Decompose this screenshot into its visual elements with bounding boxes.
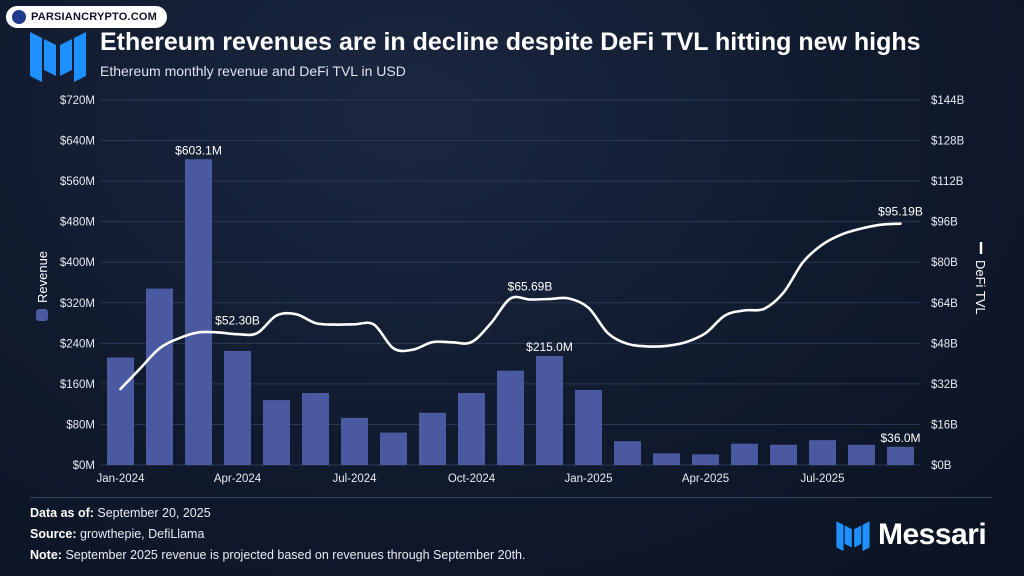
revenue-bar: [107, 357, 134, 465]
revenue-bar: [770, 444, 797, 465]
tvl-data-label: $65.69B: [508, 279, 553, 293]
watermark-badge: PARSIANCRYPTO.COM: [6, 6, 168, 28]
left-tick-label: $560M: [60, 176, 95, 188]
revenue-bar: [575, 389, 602, 465]
right-axis-legend: DeFi TVL: [973, 242, 988, 315]
revenue-bar: [887, 446, 914, 465]
left-tick-label: $400M: [60, 257, 95, 269]
right-tick-label: $64B: [931, 298, 958, 310]
x-tick-label: Jul-2024: [332, 473, 377, 485]
revenue-bar: [653, 453, 680, 465]
right-tick-label: $144B: [931, 95, 965, 107]
right-axis-label: DeFi TVL: [973, 260, 988, 315]
right-tick-label: $112B: [931, 176, 964, 188]
revenue-bar: [458, 393, 485, 465]
chart-title: Ethereum revenues are in decline despite…: [100, 28, 921, 56]
revenue-bar: [302, 393, 329, 465]
messari-mark-icon: [836, 521, 870, 551]
chart-subtitle: Ethereum monthly revenue and DeFi TVL in…: [100, 63, 406, 79]
right-tick-label: $128B: [931, 136, 965, 148]
revenue-bar: [419, 412, 446, 465]
revenue-data-label: $36.0M: [880, 431, 920, 445]
revenue-bar: [848, 444, 875, 465]
brand-name: Messari: [878, 518, 987, 551]
revenue-data-label: $215.0M: [526, 340, 573, 354]
revenue-bar: [185, 159, 212, 465]
messari-logo-icon: [30, 32, 86, 82]
right-tick-label: $16B: [931, 419, 958, 431]
footer-source: Source: growthepie, DefiLlama: [30, 527, 205, 541]
revenue-legend-swatch: [36, 309, 48, 321]
revenue-data-label: $603.1M: [175, 143, 222, 157]
x-tick-label: Jul-2025: [800, 473, 844, 485]
revenue-bar: [146, 288, 173, 465]
left-tick-label: $0M: [73, 460, 95, 472]
chart: $0M $80M $160M $240M $320M $400M $480M $560M $64…: [35, 95, 988, 485]
footer-divider: [30, 497, 992, 498]
revenue-bar: [380, 432, 407, 465]
left-tick-label: $80M: [66, 419, 95, 431]
left-tick-label: $160M: [60, 379, 95, 391]
right-tick-label: $48B: [931, 338, 958, 350]
watermark-text: PARSIANCRYPTO.COM: [31, 11, 158, 23]
revenue-bar: [536, 356, 563, 465]
x-tick-label: Jan-2025: [565, 473, 613, 485]
revenue-bar: [731, 443, 758, 465]
watermark-icon: [12, 10, 26, 24]
left-tick-label: $320M: [60, 298, 95, 310]
revenue-bar: [692, 454, 719, 465]
tvl-data-label: $95.19B: [878, 205, 923, 219]
revenue-bar: [497, 370, 524, 465]
left-tick-label: $640M: [60, 136, 95, 148]
right-tick-label: $96B: [931, 217, 958, 229]
revenue-bar: [263, 400, 290, 465]
revenue-bar: [809, 440, 836, 465]
right-tick-label: $32B: [931, 379, 958, 391]
left-axis-legend: Revenue: [35, 251, 50, 321]
revenue-bar: [224, 350, 251, 465]
footer-data-as-of: Data as of: September 20, 2025: [30, 506, 211, 520]
left-tick-label: $240M: [60, 338, 95, 350]
right-tick-label: $80B: [931, 257, 958, 269]
revenue-bar: [341, 417, 368, 465]
revenue-bar: [614, 441, 641, 465]
x-tick-label: Apr-2024: [214, 473, 262, 485]
messari-brand: Messari: [836, 518, 987, 552]
tvl-data-label: $52.30B: [215, 313, 260, 327]
left-axis-label: Revenue: [35, 251, 50, 303]
footer-note: Note: September 2025 revenue is projecte…: [30, 548, 526, 562]
x-tick-label: Oct-2024: [448, 473, 496, 485]
x-tick-label: Apr-2025: [682, 473, 729, 485]
defi-tvl-line: [119, 222, 902, 391]
x-tick-label: Jan-2024: [97, 473, 146, 485]
left-tick-label: $720M: [60, 95, 95, 107]
left-tick-label: $480M: [60, 217, 95, 229]
right-tick-label: $0B: [931, 460, 952, 472]
